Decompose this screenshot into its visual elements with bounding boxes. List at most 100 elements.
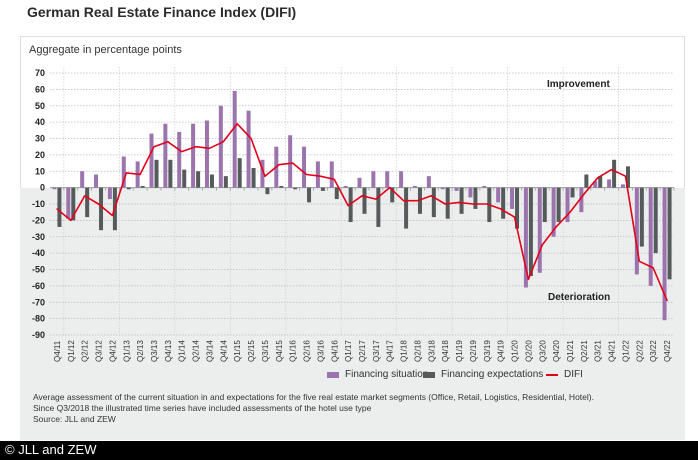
chart-title: German Real Estate Finance Index (DIFI)	[27, 4, 297, 20]
x-tick-label: Q4/21	[608, 340, 617, 362]
x-tick-label: Q3/13	[150, 340, 159, 362]
bar-financing-situation	[440, 187, 445, 190]
x-tick-label: Q4/11	[53, 340, 62, 362]
bar-financing-expectations	[459, 187, 464, 214]
chart-plot: 70 60 50 40 30 20 10 0 -10 -20 -30 -40 -50 -60 -70 -80 -…	[32, 67, 675, 362]
bar-financing-expectations	[140, 185, 145, 188]
difi-point	[416, 200, 419, 202]
x-tick-label: Q4/12	[108, 340, 117, 362]
difi-point	[305, 173, 308, 176]
bar-financing-expectations	[376, 187, 381, 227]
bar-financing-situation	[454, 187, 459, 191]
x-tick-label: Q3/20	[538, 340, 547, 362]
bar-financing-situation	[620, 184, 625, 188]
difi-point	[583, 193, 585, 195]
bar-financing-situation	[579, 187, 584, 213]
difi-point	[250, 137, 252, 140]
grid	[50, 67, 674, 336]
difi-point	[125, 172, 127, 174]
legend-item-financing-expectations: Financing expectations	[423, 369, 543, 380]
x-tick-label: Q1/14	[178, 340, 187, 362]
bar-financing-expectations	[612, 159, 617, 188]
difi-point	[611, 169, 613, 171]
x-tick-label: Q3/17	[372, 340, 381, 362]
difi-point	[472, 203, 474, 205]
bar-financing-situation	[468, 187, 473, 198]
x-tick-label: Q3/12	[95, 340, 104, 362]
bar-financing-situation	[329, 161, 334, 188]
bar-financing-situation	[634, 187, 639, 275]
y-tick-label: 20	[35, 150, 45, 160]
difi-point	[375, 198, 377, 200]
difi-point	[513, 216, 516, 218]
difi-point	[486, 203, 488, 205]
x-tick-label: Q2/15	[247, 340, 256, 362]
x-tick-label: Q1/12	[67, 340, 76, 362]
bar-financing-expectations	[85, 187, 90, 218]
bar-financing-situation	[357, 177, 362, 188]
bar-financing-situation	[648, 187, 653, 286]
legend-swatch-financing-situation	[327, 371, 339, 378]
x-tick-label: Q4/14	[219, 340, 228, 362]
x-tick-label: Q2/13	[136, 340, 145, 362]
x-tick-label: Q4/15	[275, 340, 284, 362]
note-line: Since Q3/2018 the illustrated time serie…	[33, 403, 372, 413]
bar-financing-situation	[371, 171, 376, 188]
x-tick-label: Q2/22	[635, 340, 644, 362]
difi-point	[569, 211, 571, 213]
y-axis-ticks: 70 60 50 40 30 20 10 0 -10 -20 -30 -40 -50 -60 -70 -80 -…	[32, 68, 45, 340]
bar-financing-situation	[412, 185, 417, 188]
x-tick-label: Q4/19	[497, 340, 506, 362]
y-tick-label: -30	[32, 232, 45, 242]
bar-financing-expectations	[417, 187, 422, 214]
bar-financing-situation	[52, 187, 57, 190]
bar-financing-expectations	[307, 187, 312, 203]
bar-financing-situation	[302, 146, 307, 188]
bar-financing-expectations	[515, 187, 520, 229]
bar-financing-expectations	[251, 167, 256, 188]
difi-point	[292, 162, 294, 164]
bar-financing-situation	[482, 185, 487, 188]
x-tick-label: Q2/19	[469, 340, 478, 362]
legend-line-difi	[546, 373, 558, 376]
difi-point	[638, 260, 640, 262]
y-tick-label: -60	[32, 281, 45, 291]
difi-point	[208, 147, 211, 149]
x-tick-label: Q2/20	[524, 340, 533, 362]
bar-financing-situation	[94, 174, 99, 188]
bar-financing-expectations	[168, 159, 173, 188]
difi-point	[139, 173, 141, 176]
difi-point	[264, 175, 266, 177]
bar-financing-expectations	[501, 187, 506, 219]
bar-financing-situation	[537, 187, 542, 273]
y-tick-label: -20	[32, 215, 45, 225]
y-tick-label: 40	[35, 117, 45, 127]
bar-financing-expectations	[473, 187, 478, 209]
difi-point	[236, 123, 238, 125]
bar-financing-situation	[107, 187, 112, 200]
difi-point	[458, 201, 460, 203]
copyright-text: © JLL and ZEW	[5, 442, 97, 457]
bar-financing-expectations	[223, 176, 228, 188]
bar-financing-expectations	[293, 187, 298, 190]
bar-financing-situation	[80, 171, 85, 188]
x-tick-label: Q1/21	[566, 340, 575, 362]
bar-financing-situation	[510, 187, 515, 209]
x-tick-label: Q2/14	[192, 340, 201, 362]
x-tick-label: Q3/21	[594, 340, 603, 362]
source-note: Source: JLL and ZEW	[33, 414, 116, 424]
x-tick-label: Q4/22	[663, 340, 672, 362]
bar-financing-situation	[565, 187, 570, 223]
bar-financing-expectations	[196, 171, 201, 188]
annotation-improvement: Improvement	[547, 79, 610, 90]
bar-financing-expectations	[570, 187, 575, 198]
bar-financing-situation	[121, 156, 126, 188]
bar-financing-situation	[288, 135, 293, 188]
legend-item-financing-situation: Financing situation	[327, 369, 428, 380]
y-tick-label: 60	[35, 84, 45, 94]
x-tick-label: Q4/13	[164, 340, 173, 362]
x-tick-label: Q3/19	[483, 340, 492, 362]
bar-financing-expectations	[431, 187, 436, 218]
bar-financing-expectations	[667, 187, 672, 280]
x-tick-label: Q1/13	[122, 340, 131, 362]
